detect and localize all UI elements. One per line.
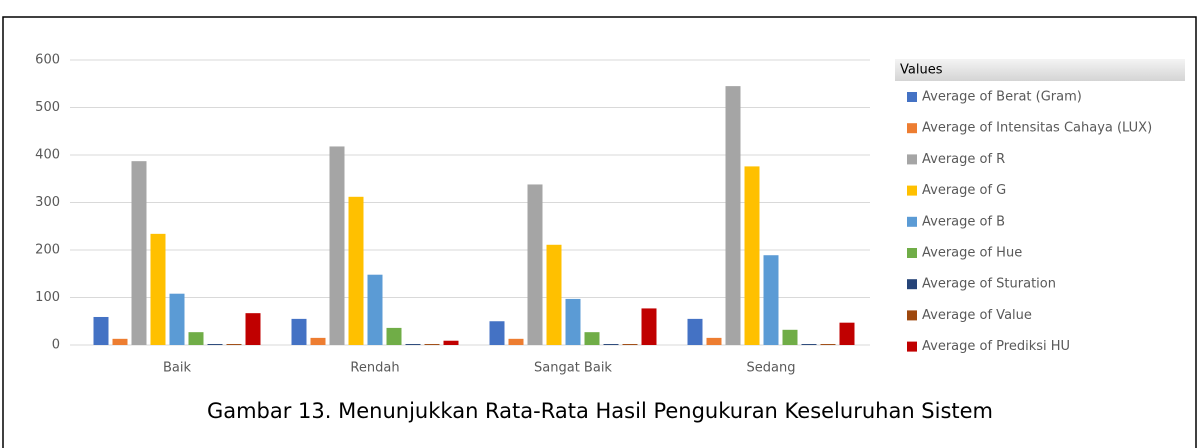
bar: [188, 332, 204, 345]
legend-label: Average of R: [922, 152, 1005, 167]
bar: [348, 196, 364, 345]
y-tick-label: 200: [35, 243, 60, 258]
bar: [763, 255, 779, 345]
y-tick-label: 300: [35, 195, 60, 210]
bar: [527, 184, 543, 345]
bar: [584, 332, 600, 345]
y-tick-label: 600: [35, 53, 60, 68]
legend-swatch: [907, 185, 917, 196]
legend-header: [895, 59, 1185, 81]
bar: [546, 244, 562, 345]
bar: [245, 313, 261, 345]
bar: [641, 308, 657, 345]
x-tick-label: Sedang: [747, 361, 796, 376]
bar: [291, 318, 307, 345]
bar: [820, 344, 836, 345]
legend-swatch: [907, 154, 917, 165]
bar: [367, 274, 383, 345]
x-tick-label: Baik: [163, 361, 191, 376]
legend-label: Average of Prediksi HU: [922, 339, 1070, 354]
bar: [131, 161, 147, 345]
legend-swatch: [907, 92, 917, 102]
legend-label: Average of G: [922, 183, 1006, 198]
bar: [443, 340, 459, 345]
y-tick-label: 400: [35, 148, 60, 163]
bar: [622, 344, 638, 345]
bar: [603, 344, 619, 345]
legend-label: Average of Value: [922, 308, 1032, 323]
bar: [782, 329, 798, 345]
bar: [839, 322, 855, 345]
legend-swatch: [907, 123, 917, 134]
bar: [424, 344, 440, 345]
y-tick-label: 100: [35, 290, 60, 305]
x-tick-label: Rendah: [350, 361, 399, 376]
legend-swatch: [907, 279, 917, 290]
bar: [508, 338, 524, 345]
legend-swatch: [907, 341, 917, 352]
bar: [706, 337, 722, 345]
bar: [150, 233, 166, 345]
bar: [329, 146, 345, 345]
bar: [310, 337, 326, 345]
bar: [489, 321, 505, 345]
legend-swatch: [907, 248, 917, 258]
legend-swatch: [907, 310, 917, 321]
bar: [687, 318, 703, 345]
bar: [93, 316, 109, 345]
legend-label: Average of Hue: [922, 246, 1022, 261]
y-tick-label: 0: [52, 338, 60, 353]
y-tick-label: 500: [35, 100, 60, 115]
bar: [405, 344, 421, 345]
legend-label: Average of Sturation: [922, 277, 1056, 292]
bar: [112, 338, 128, 345]
bar: [801, 344, 817, 345]
legend-title: Values: [900, 63, 943, 78]
legend-label: Average of B: [922, 214, 1005, 229]
frame: [2, 16, 1197, 448]
x-tick-label: Sangat Baik: [534, 361, 612, 376]
bar: [169, 293, 185, 345]
bar: [565, 298, 581, 345]
legend-label: Average of Intensitas Cahaya (LUX): [922, 121, 1152, 136]
legend-swatch: [907, 216, 917, 227]
legend-label: Average of Berat (Gram): [922, 90, 1082, 105]
bar: [386, 327, 402, 345]
bar: [725, 86, 741, 345]
caption: Gambar 13. Menunjukkan Rata-Rata Hasil P…: [207, 399, 993, 423]
bar: [744, 166, 760, 345]
bar: [226, 344, 242, 345]
bar: [207, 344, 223, 345]
